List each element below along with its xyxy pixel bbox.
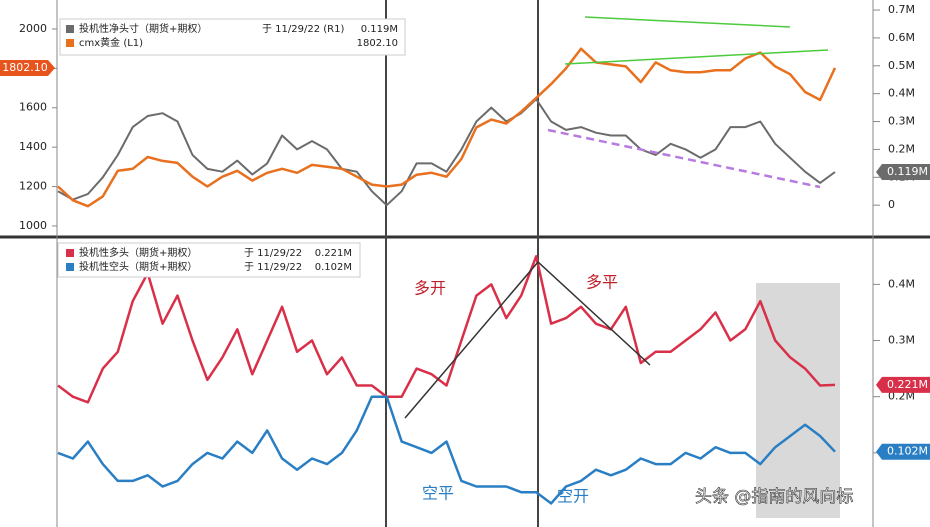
series-line — [57, 98, 836, 207]
y2-tick-label: 0.3M — [888, 334, 915, 347]
y-tick-label: 1000 — [19, 219, 47, 232]
legend-swatch — [66, 39, 74, 47]
y2-tick-label: 0.2M — [888, 390, 915, 403]
watermark: 头条 @指南的风向标 — [695, 487, 853, 507]
series-line — [57, 395, 836, 505]
annotation: 空开 — [557, 487, 589, 506]
legend — [59, 18, 406, 56]
annotation: 空平 — [422, 484, 454, 503]
legend-date: 于 11/29/22 — [244, 248, 302, 259]
value-tag-label: 0.102M — [887, 445, 928, 458]
marks — [57, 47, 837, 505]
y2-tick-label: 0.2M — [888, 142, 915, 155]
legend-label: 投机性净头寸（期货+期权） — [79, 22, 207, 35]
series-line — [57, 255, 836, 404]
value-tag — [876, 443, 930, 460]
y-tick-label: 1600 — [19, 101, 47, 114]
trend-line — [564, 49, 829, 65]
legend-label: 投机性空头（期货+期权） — [79, 260, 197, 273]
legend — [57, 242, 361, 278]
value-tag — [876, 163, 930, 180]
legend-value: 0.102M — [315, 262, 352, 273]
value-tag-label: 0.221M — [887, 378, 928, 391]
legend-value: 1802.10 — [357, 38, 398, 49]
legend-value: 0.119M — [361, 24, 398, 35]
y2-tick-label: 0.5M — [888, 59, 915, 72]
y-tick-label: 1400 — [19, 140, 47, 153]
y2-tick-label: 0.7M — [888, 3, 915, 16]
trend-line — [404, 260, 651, 419]
legend-date: 于 11/29/22 (R1) — [262, 24, 344, 35]
value-tag — [0, 59, 55, 76]
value-tag — [876, 376, 930, 393]
legend-date: 于 11/29/22 — [244, 262, 302, 273]
trend-line — [547, 128, 821, 189]
legend-swatch — [66, 249, 74, 257]
annotation: 多开 — [414, 279, 446, 298]
legend-swatch — [66, 25, 74, 33]
value-tag-label: 1802.10 — [2, 61, 48, 74]
y2-tick-label: 0.3M — [888, 115, 915, 128]
y-tick-label: 1200 — [19, 180, 47, 193]
y-tick-label: 2000 — [19, 22, 47, 35]
y2-tick-label: 0.4M — [888, 277, 915, 290]
legend-value: 0.221M — [315, 248, 352, 259]
series-line — [57, 47, 837, 208]
legend-label: cmx黄金 (L1) — [79, 36, 143, 49]
trend-line — [584, 16, 791, 28]
y2-tick-label: 0 — [888, 198, 895, 211]
legend-swatch — [66, 263, 74, 271]
value-tag-label: 0.119M — [887, 165, 928, 178]
y2-tick-label: 0.6M — [888, 31, 915, 44]
y2-tick-label: 0.4M — [888, 87, 915, 100]
highlight-box — [756, 283, 840, 518]
legend-label: 投机性多头（期货+期权） — [79, 246, 197, 259]
annotation: 多平 — [586, 273, 618, 292]
